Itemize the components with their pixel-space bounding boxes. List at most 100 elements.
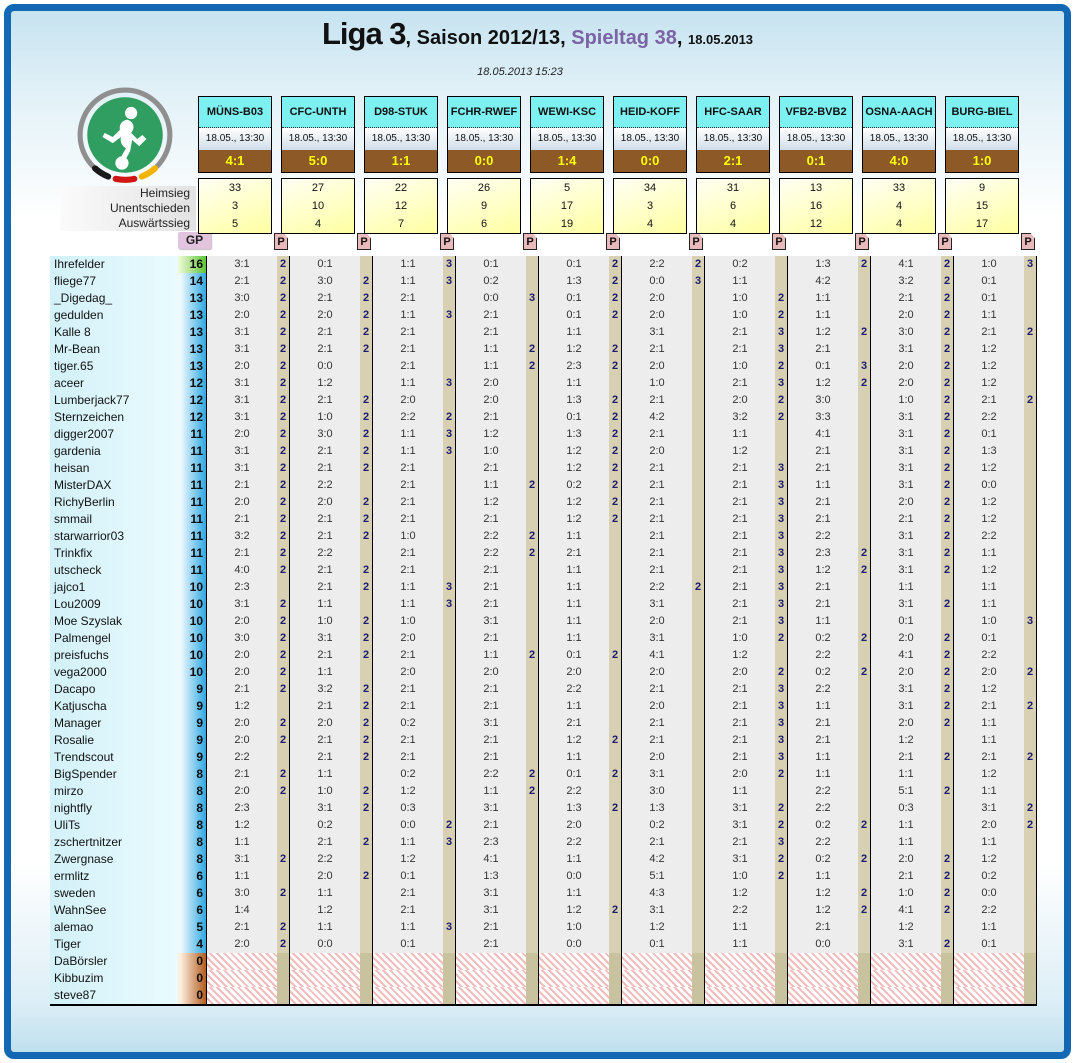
match-cell: 1:1 xyxy=(539,528,622,545)
prediction-cell: 1:0 xyxy=(705,630,775,647)
points-cell: 2 xyxy=(277,324,289,341)
points-cell xyxy=(775,273,787,290)
points-cell xyxy=(277,817,289,834)
player-name: Palmengel xyxy=(50,630,178,647)
match-cell: 1:1 xyxy=(871,834,954,851)
prediction-cell: 2:0 xyxy=(622,290,692,307)
match-cell: 2:0 2 xyxy=(954,664,1037,681)
match-cell xyxy=(539,987,622,1004)
match-cell: 3:1 xyxy=(622,630,705,647)
match-cell: 2:1 xyxy=(456,307,539,324)
match-result: 5:0 xyxy=(282,150,354,172)
no-prediction-cell xyxy=(456,987,526,1004)
match-cell: 1:1 3 xyxy=(373,919,456,936)
points-cell: 2 xyxy=(360,273,372,290)
prediction-cell: 0:1 xyxy=(539,647,609,664)
prediction-cell: 1:1 xyxy=(788,613,858,630)
points-cell xyxy=(775,970,787,987)
match-cell: 0:2 xyxy=(373,766,456,783)
match-cell: 2:2 2 xyxy=(373,409,456,426)
points-cell: 2 xyxy=(360,647,372,664)
points-cell: 2 xyxy=(941,443,953,460)
points-cell xyxy=(1024,647,1036,664)
table-row: _Digedag_ 13 3:0 2 2:1 2 2:1 0:0 3 0:1 2 2:0 1:0 2 1:1… xyxy=(50,290,1037,307)
match-header-box: MÜNS-B03 18.05., 13:30 4:1 xyxy=(198,96,272,173)
match-cell: 2:1 xyxy=(373,647,456,664)
points-cell: 2 xyxy=(941,324,953,341)
match-cell: 2:2 xyxy=(788,783,871,800)
prediction-cell: 2:1 xyxy=(373,290,443,307)
match-cell xyxy=(207,987,290,1004)
match-cell: 2:1 2 xyxy=(290,647,373,664)
match-cell: 2:3 xyxy=(207,579,290,596)
points-cell: 2 xyxy=(277,936,289,953)
match-cell: 1:1 xyxy=(788,698,871,715)
table-row: Lou2009 10 3:1 2 1:1 1:1 3 2:1 1:1 3:1 2:1 3 2:1 3:1 2… xyxy=(50,596,1037,613)
points-cell xyxy=(775,426,787,443)
points-cell xyxy=(692,800,704,817)
prediction-cell: 1:1 xyxy=(954,783,1024,800)
match-cell: 2:0 xyxy=(622,358,705,375)
table-row: ermlitz 6 1:1 2:0 2 0:1 1:3 0:0 5:1 1:0 2 1:1 2:1 2 0:… xyxy=(50,868,1037,885)
match-cell: 3:1 2 xyxy=(207,596,290,613)
prediction-cell: 3:2 xyxy=(871,273,941,290)
match-cell: 1:2 2 xyxy=(788,562,871,579)
prediction-cell: 1:2 xyxy=(788,885,858,902)
prediction-cell: 0:0 xyxy=(954,477,1024,494)
prediction-cell: 0:1 xyxy=(954,426,1024,443)
tips-home-win: 9 xyxy=(978,182,986,194)
points-cell xyxy=(1024,732,1036,749)
gp-value: 8 xyxy=(178,766,206,783)
points-cell xyxy=(858,766,870,783)
match-column: D98-STUK 18.05., 13:30 1:1 22 12 7 P xyxy=(364,96,454,250)
prediction-cell: 3:0 xyxy=(871,324,941,341)
match-cells: 2:1 2 2:2 2:1 2:2 2 2:1 2:1 2:1 3 2:3 2 3:1 2 1:1 xyxy=(206,545,1037,562)
points-cell xyxy=(692,528,704,545)
match-cell: 1:1 xyxy=(954,732,1037,749)
match-cell: 4:1 xyxy=(622,647,705,664)
points-cell: 2 xyxy=(609,307,621,324)
points-cell: 2 xyxy=(360,681,372,698)
player-name: mirzo xyxy=(50,783,178,800)
match-cell: 0:1 xyxy=(373,868,456,885)
match-cell: 1:2 2 xyxy=(788,885,871,902)
prediction-cell: 1:0 xyxy=(705,307,775,324)
prediction-cell: 2:1 xyxy=(705,613,775,630)
prediction-cell: 1:2 xyxy=(871,919,941,936)
match-cell: 3:1 2 xyxy=(207,375,290,392)
prediction-cell: 1:1 xyxy=(456,358,526,375)
match-cell: 1:1 xyxy=(290,885,373,902)
points-cell xyxy=(526,409,538,426)
prediction-cell: 2:2 xyxy=(788,800,858,817)
prediction-cell: 1:1 xyxy=(788,477,858,494)
match-cell: 2:0 2 xyxy=(207,613,290,630)
match-cell: 3:1 2 xyxy=(871,409,954,426)
title-date: 18.05.2013 xyxy=(687,32,754,47)
points-cell: 2 xyxy=(941,426,953,443)
no-prediction-cell xyxy=(705,970,775,987)
match-cell: 1:1 xyxy=(954,596,1037,613)
football-logo-icon xyxy=(77,87,173,183)
no-prediction-cell xyxy=(705,953,775,970)
points-cell: 3 xyxy=(775,477,787,494)
match-cells: 1:4 1:2 2:1 3:1 1:2 2 3:1 2:2 1:2 2 4:1 2 2:2 xyxy=(206,902,1037,919)
points-cell xyxy=(526,273,538,290)
tips-away-win: 4 xyxy=(314,218,322,230)
points-cell: 3 xyxy=(775,681,787,698)
gp-column-header: GP xyxy=(178,232,211,249)
prediction-cell: 1:2 xyxy=(373,851,443,868)
match-cell: 3:1 xyxy=(622,324,705,341)
prediction-cell: 1:1 xyxy=(954,307,1024,324)
prediction-cell: 2:1 xyxy=(207,545,277,562)
prediction-cell: 2:2 xyxy=(954,902,1024,919)
match-cell: 1:1 xyxy=(954,715,1037,732)
match-cell: 2:1 2 xyxy=(290,562,373,579)
prediction-cell: 2:1 xyxy=(373,460,443,477)
tips-home-win: 27 xyxy=(311,182,325,194)
points-cell xyxy=(858,953,870,970)
prediction-cell: 2:0 xyxy=(539,664,609,681)
points-cell xyxy=(692,460,704,477)
points-cell xyxy=(609,596,621,613)
points-cell xyxy=(692,749,704,766)
prediction-cell: 2:1 xyxy=(373,885,443,902)
